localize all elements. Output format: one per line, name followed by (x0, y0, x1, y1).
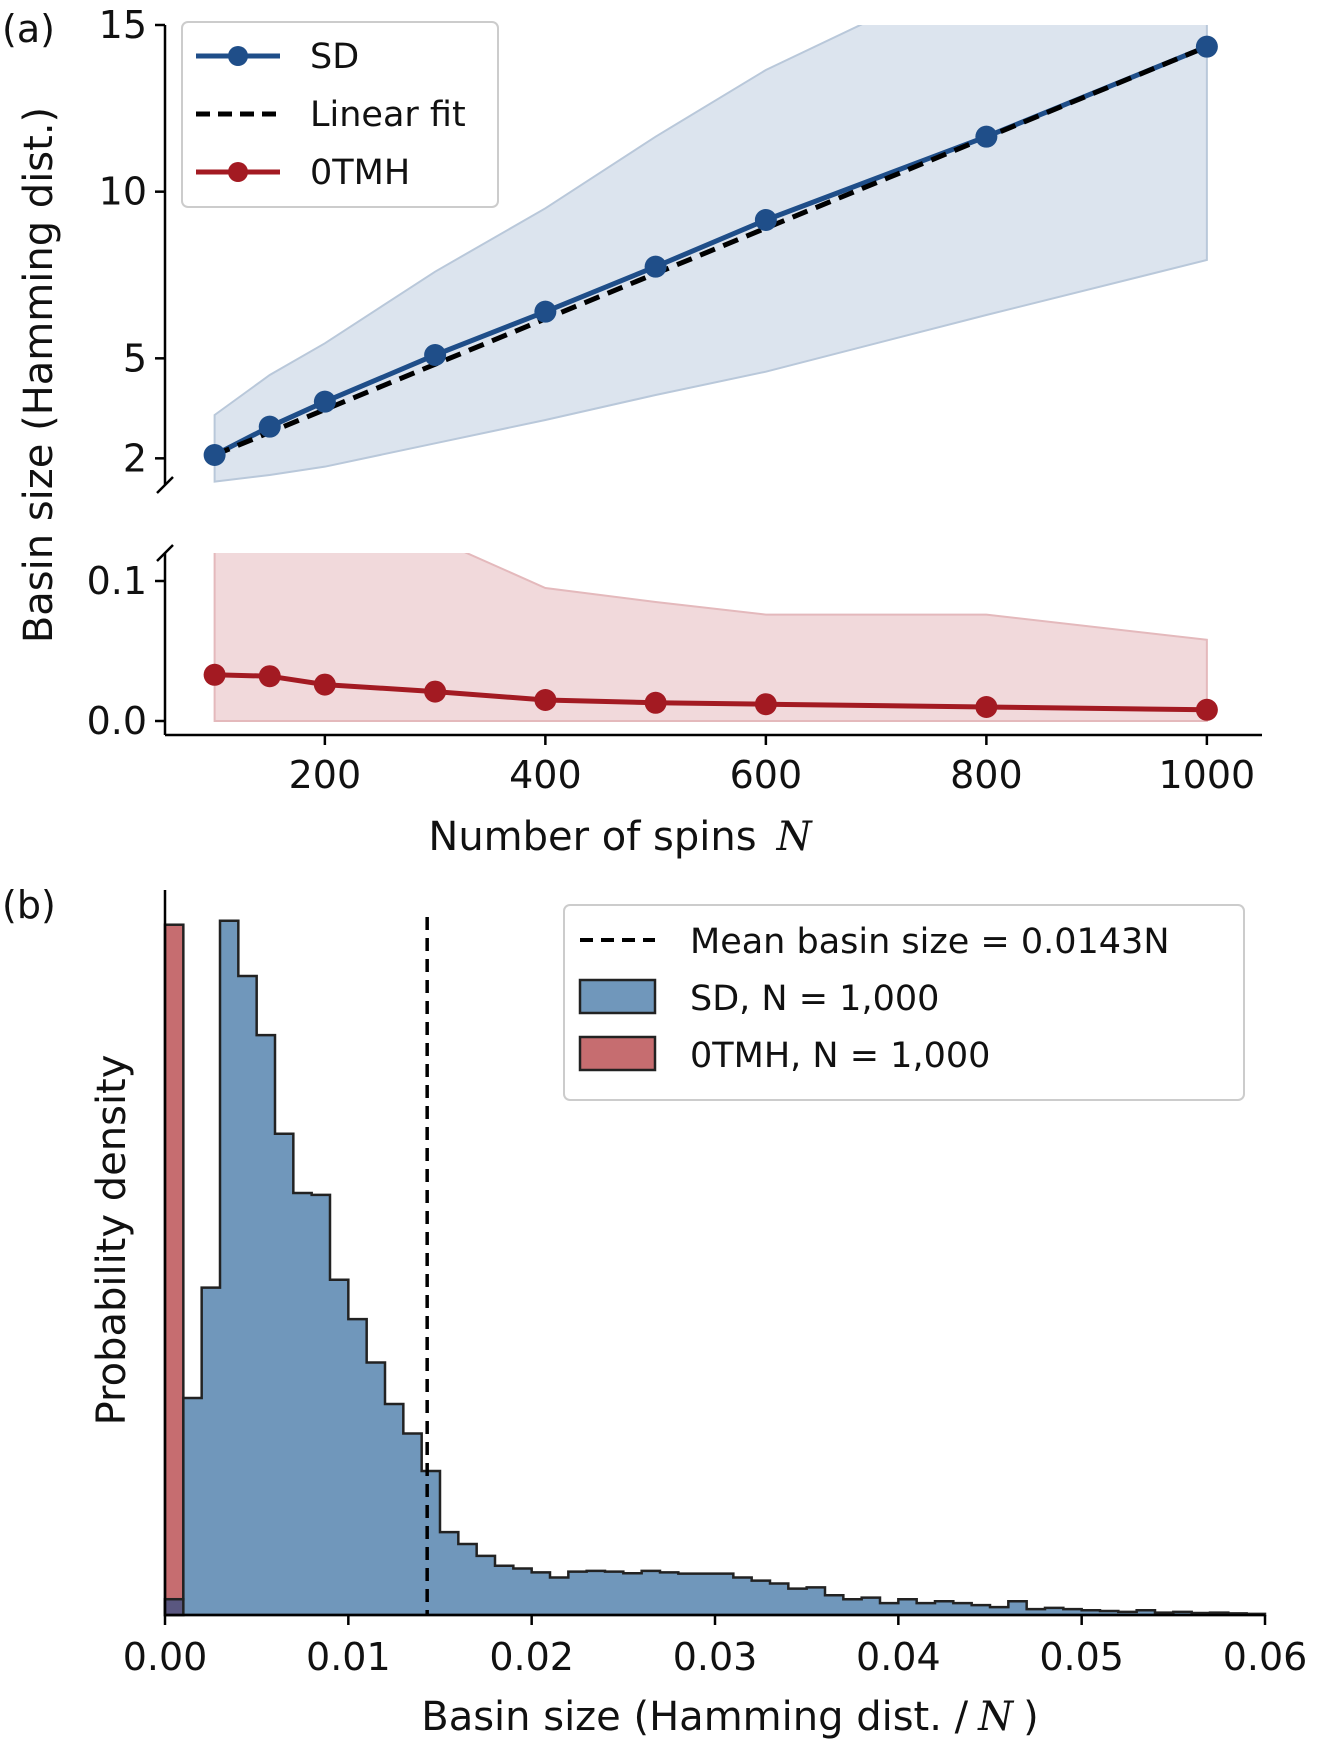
legend-mean-label: Mean basin size = 0.0143N (690, 922, 1170, 962)
sd-point (258, 415, 281, 438)
0tmh-point (754, 693, 777, 716)
0tmh-point (975, 696, 998, 718)
axis-break-upper (156, 476, 174, 494)
panel-a-legend-frame (181, 21, 499, 208)
panel-a-lines (203, 35, 1218, 721)
y-tick-label-lower: 0.0 (87, 699, 147, 743)
panel-a-axes (156, 25, 1262, 737)
sd-point (754, 209, 777, 231)
overlap-bar (163, 1597, 185, 1617)
panel-b-histograms (163, 917, 1267, 1617)
panel-b-legend: Mean basin size = 0.0143N SD, N = 1,000 … (563, 904, 1245, 1101)
sd-point (534, 300, 557, 323)
0tmh-band (213, 553, 1208, 722)
panel-a-x-axis-label-text: Number of spins (428, 814, 756, 860)
x-tick-label: 0.03 (673, 1635, 758, 1679)
panel-a-ticks: 2 5 10 15 0.0 0.1 200 400 600 800 1000 (87, 3, 1256, 797)
linear-fit-line (213, 44, 1208, 458)
legend-0tmh-hist-label: 0TMH, N = 1,000 (690, 1036, 990, 1076)
panel-b-x-axis-label: Basin size (Hamming dist. / N) (421, 1694, 1038, 1740)
x-tick-label: 0.01 (306, 1635, 391, 1679)
panel-b: (b) 0.00 0.01 0.02 0.03 0.04 0.05 0.06 Probabi… (2, 883, 1307, 1740)
legend-sd-hist-swatch (578, 978, 657, 1015)
panel-b-legend-frame (563, 904, 1245, 1101)
x-tick-label: 200 (289, 753, 362, 797)
panel-b-x-axis-label-suffix: ) (1023, 1694, 1039, 1740)
x-tick-label: 0.05 (1039, 1635, 1124, 1679)
legend-sd-label: SD (310, 37, 359, 77)
legend-0tmh-label: 0TMH (310, 153, 410, 193)
y-tick-label-lower: 0.1 (87, 559, 147, 603)
panel-a-x-axis-variable: N (776, 814, 814, 860)
x-tick-label: 0.06 (1223, 1635, 1308, 1679)
sd-point (424, 344, 447, 366)
0tmh-point (644, 691, 667, 714)
panel-b-y-axis-label: Probability density (89, 1055, 135, 1426)
x-tick-label: 0.00 (123, 1635, 208, 1679)
legend-0tmh-hist-swatch (578, 1035, 657, 1072)
sd-histogram (163, 919, 1267, 1617)
panel-a: (a) 2 5 10 15 0.0 0.1 200 400 600 800 1000 Basin s… (2, 3, 1262, 860)
legend-sd-marker (228, 46, 248, 66)
sd-point (203, 444, 226, 466)
panel-b-x-axis-variable: N (977, 1694, 1015, 1740)
panel-b-ticks: 0.00 0.01 0.02 0.03 0.04 0.05 0.06 (123, 1615, 1308, 1679)
sd-point (644, 255, 667, 278)
y-tick-label-upper: 5 (123, 336, 147, 380)
sd-point (313, 390, 336, 413)
legend-0tmh-marker (228, 162, 248, 182)
legend-linear-fit-label: Linear fit (310, 95, 466, 135)
0tmh-point (534, 689, 557, 711)
legend-sd-hist-label: SD, N = 1,000 (690, 979, 939, 1019)
x-tick-label: 800 (950, 753, 1023, 797)
panel-b-x-axis-label-text: Basin size (Hamming dist. / (421, 1694, 968, 1740)
axis-break-lower (156, 544, 174, 562)
0tmh-point (203, 663, 226, 686)
0tmh-histogram-bar (163, 923, 185, 1617)
0tmh-point (1195, 698, 1218, 721)
0tmh-point (258, 665, 281, 688)
0tmh-point (424, 680, 447, 703)
panel-a-y-axis-label: Basin size (Hamming dist.) (16, 107, 62, 643)
y-tick-label-upper: 10 (99, 170, 147, 214)
x-tick-label: 0.04 (856, 1635, 941, 1679)
panel-label-b: (b) (2, 883, 56, 927)
panel-label-a: (a) (2, 7, 55, 51)
x-tick-label: 600 (730, 753, 803, 797)
panel-a-x-axis-label: Number of spins N (428, 814, 813, 860)
y-tick-label-upper: 2 (123, 436, 147, 480)
x-tick-label: 400 (509, 753, 582, 797)
x-tick-label: 0.02 (489, 1635, 574, 1679)
x-tick-label: 1000 (1159, 753, 1256, 797)
sd-point (1195, 35, 1218, 58)
0tmh-point (313, 673, 336, 696)
sd-point (975, 125, 998, 148)
y-tick-label-upper: 15 (99, 3, 147, 47)
panel-a-legend: SD Linear fit 0TMH (181, 21, 499, 208)
